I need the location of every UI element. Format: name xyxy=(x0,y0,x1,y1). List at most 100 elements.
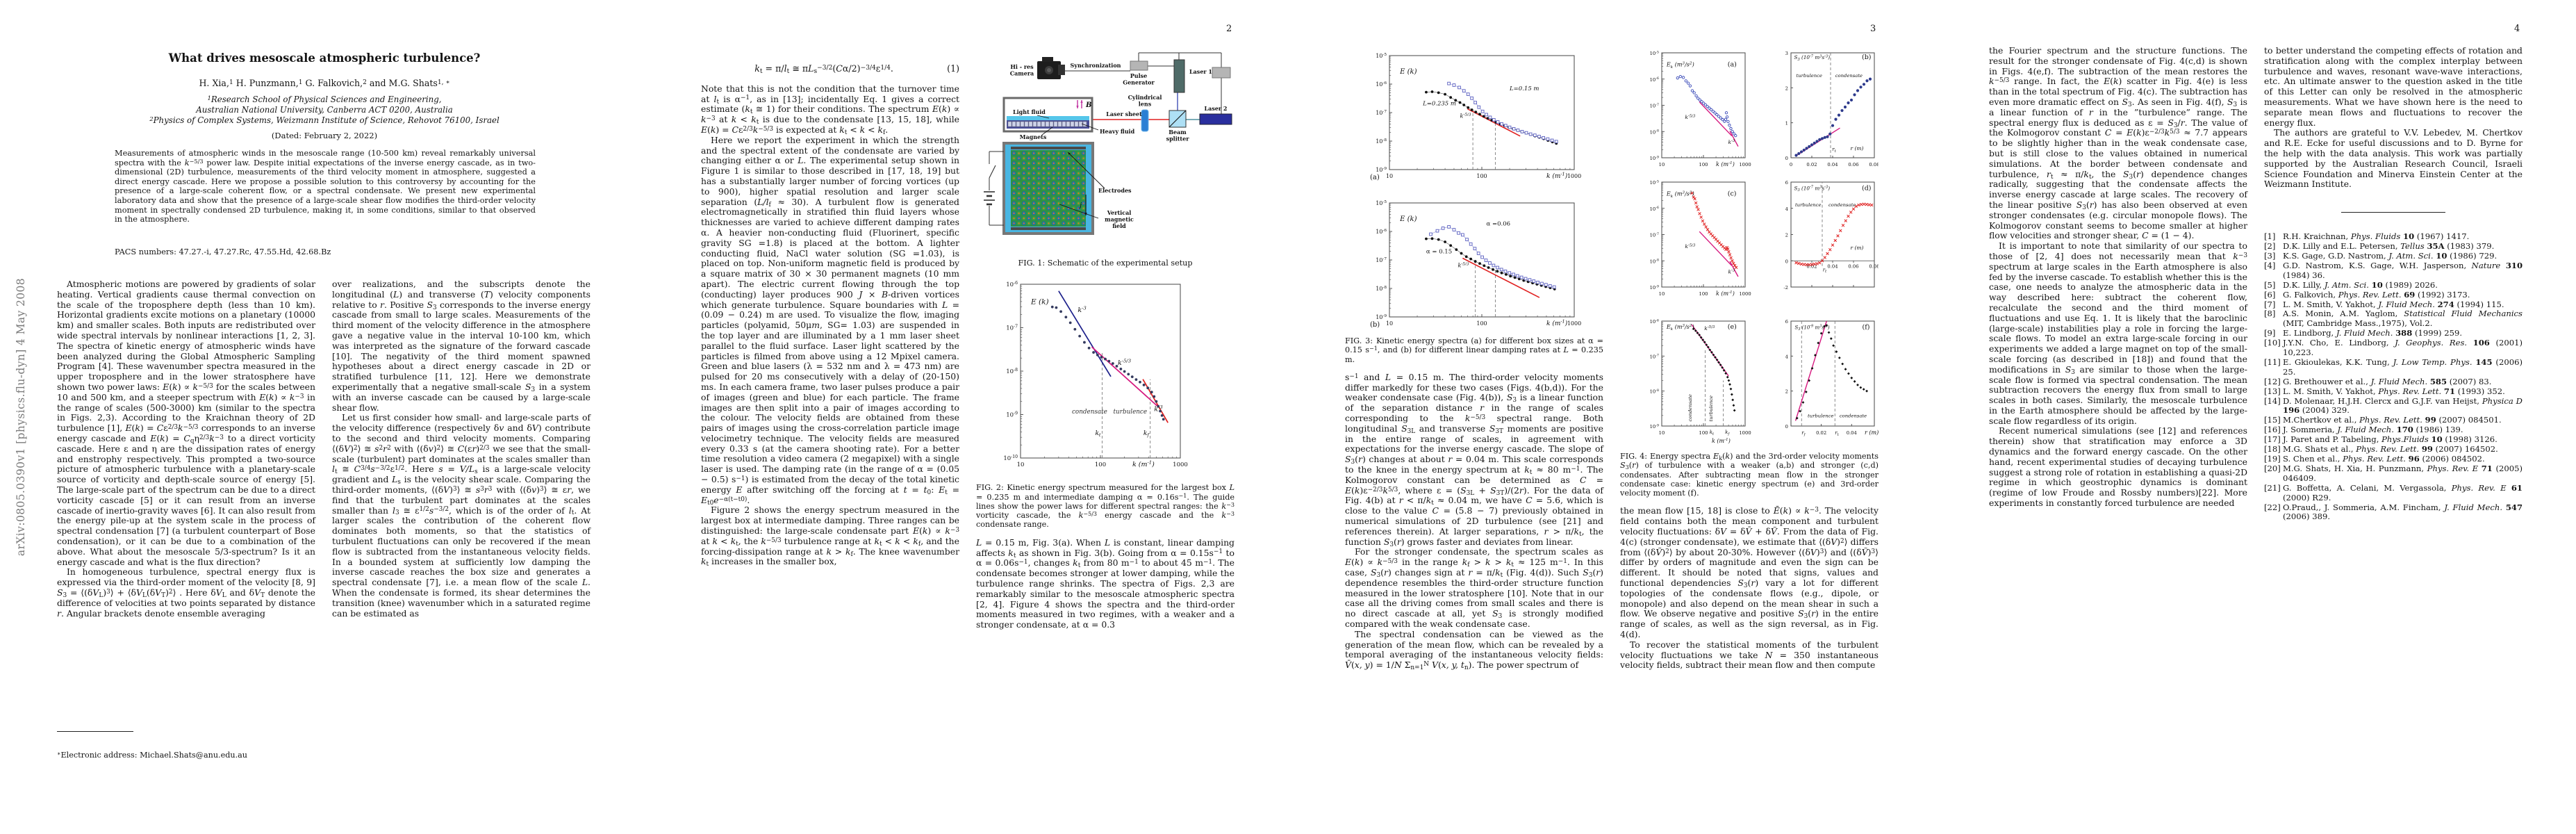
svg-text:10-6: 10-6 xyxy=(1650,76,1659,83)
svg-text:L=0.235 m: L=0.235 m xyxy=(1422,101,1456,108)
figure-2-chart: 10 100 1000 10-6 10-7 10-8 10-9 10-10 E (k) k-3 k-… xyxy=(1003,281,1187,468)
reference-number: [20] xyxy=(2264,463,2281,473)
reference-text: G. Brethouwer et al., J. Fluid Mech. 585… xyxy=(2283,376,2492,386)
svg-text:1000: 1000 xyxy=(1739,162,1751,167)
reference-item: [3] K.S. Gage, G.D. Nastrom, J. Atm. Sci.… xyxy=(2264,251,2523,261)
svg-text:(a): (a) xyxy=(1370,174,1380,181)
reference-number: [19] xyxy=(2264,454,2281,464)
reference-number: [11] xyxy=(2264,357,2281,367)
reference-list: [1] R.H. Kraichnan, Phys. Fluids 10 (1967… xyxy=(2264,231,2523,522)
svg-text:10-5: 10-5 xyxy=(1650,179,1659,186)
svg-text:k-5/3: k-5/3 xyxy=(1460,113,1471,120)
svg-text:turbulence: turbulence xyxy=(1808,413,1834,418)
paragraph: To recover the statistical moments of th… xyxy=(1620,639,1879,671)
svg-text:(b): (b) xyxy=(1370,321,1380,329)
reference-text: E. Lindborg, J. Fluid Mech. 388 (1999) 2… xyxy=(2283,328,2463,338)
svg-text:10-8: 10-8 xyxy=(1376,286,1387,292)
reference-number: [13] xyxy=(2264,386,2281,396)
svg-text:2: 2 xyxy=(1785,389,1788,395)
reference-text: G. Falkovich, Phys. Rev. Lett. 69 (1992)… xyxy=(2283,289,2470,300)
reference-number: [4] xyxy=(2264,260,2276,270)
svg-text:k (m-1): k (m-1) xyxy=(1712,438,1731,444)
svg-text:10-7: 10-7 xyxy=(1376,257,1387,263)
svg-text:0: 0 xyxy=(1790,162,1792,167)
svg-text:10-9: 10-9 xyxy=(1376,167,1387,173)
svg-text:k-5/3: k-5/3 xyxy=(1118,359,1132,368)
svg-text:10-9: 10-9 xyxy=(1650,155,1659,161)
reference-item: [16] J. Sommeria, J. Fluid Mech. 170 (198… xyxy=(2264,425,2523,435)
page1-right-column: over realizations, and the subscripts de… xyxy=(332,279,591,619)
page3-right-column: 10 100 1000 10-5 10-6 10-7 10-8 10-9 Ek (m3/s2)(… xyxy=(1620,43,1879,671)
reference-text: J. Sommeria, J. Fluid Mech. 170 (1986) 1… xyxy=(2283,425,2463,435)
svg-text:1000: 1000 xyxy=(1739,291,1751,297)
reference-number: [5] xyxy=(2264,279,2276,290)
reference-text: L. M. Smith, V. Yakhot, Phys. Rev. Lett.… xyxy=(2283,386,2505,396)
reference-item: [1] R.H. Kraichnan, Phys. Fluids 10 (1967… xyxy=(2264,231,2523,242)
svg-text:α = 0.15: α = 0.15 xyxy=(1426,249,1452,256)
reference-number: [2] xyxy=(2264,241,2276,252)
svg-text:10-6: 10-6 xyxy=(1376,229,1387,235)
svg-text:100: 100 xyxy=(1476,320,1487,327)
reference-text: R.H. Kraichnan, Phys. Fluids 10 (1967) 1… xyxy=(2283,231,2470,242)
svg-text:S3 (10-9 m3s-3): S3 (10-9 m3s-3) xyxy=(1794,325,1829,332)
footnote-rule xyxy=(57,731,133,732)
svg-text:10-7: 10-7 xyxy=(1650,354,1659,360)
svg-text:Ek (m3/s2): Ek (m3/s2) xyxy=(1666,62,1694,70)
svg-text:α =0.06: α =0.06 xyxy=(1487,221,1511,228)
svg-text:k (m-1): k (m-1) xyxy=(1716,161,1735,167)
svg-text:S3 (10-7 m3s-3): S3 (10-7 m3s-3) xyxy=(1794,185,1831,193)
svg-text:Laser 2: Laser 2 xyxy=(1205,105,1228,112)
reference-item: [17] J. Paret and P. Tabeling, Phys.Fluid… xyxy=(2264,434,2523,445)
page-number-2: 2 xyxy=(1226,24,1232,34)
reference-text: M.G. Shats, H. Xia, H. Punzmann, Phys. R… xyxy=(2283,463,2523,483)
svg-text:rt: rt xyxy=(1835,430,1839,437)
svg-text:turbulence: turbulence xyxy=(1114,409,1148,416)
reference-item: [6] G. Falkovich, Phys. Rev. Lett. 69 (19… xyxy=(2264,289,2523,300)
svg-text:Laser sheet: Laser sheet xyxy=(1106,111,1142,117)
svg-text:k-3: k-3 xyxy=(1078,306,1087,315)
svg-text:10-7: 10-7 xyxy=(1650,103,1659,109)
svg-text:S3 (10-7 m3s-3): S3 (10-7 m3s-3) xyxy=(1794,54,1831,62)
svg-text:10-5: 10-5 xyxy=(1376,53,1387,59)
svg-text:Light fluid: Light fluid xyxy=(1013,108,1046,115)
figure-3-chart: 10 100 1000 10-5 10-6 10-7 10-8 10-9 E (k) L=0.15… xyxy=(1370,53,1581,329)
svg-text:2: 2 xyxy=(1785,85,1788,91)
reference-number: [9] xyxy=(2264,328,2276,338)
page-4: 4 the Fourier spectrum and the structure… xyxy=(1932,0,2576,834)
figure-1-caption: FIG. 1: Schematic of the experimental se… xyxy=(1018,259,1193,268)
svg-text:Ek (m3/s2): Ek (m3/s2) xyxy=(1666,191,1694,199)
page3-left-paragraphs: s−1 and L = 0.15 m. The third-order velo… xyxy=(1345,372,1603,671)
svg-text:Electrodes: Electrodes xyxy=(1098,187,1132,194)
svg-text:0.04: 0.04 xyxy=(1847,430,1857,436)
svg-text:100: 100 xyxy=(1699,162,1708,167)
svg-text:100: 100 xyxy=(1476,173,1487,179)
page-number-4: 4 xyxy=(2514,24,2520,34)
svg-text:(e): (e) xyxy=(1728,323,1737,331)
svg-text:field: field xyxy=(1112,222,1126,229)
svg-text:100: 100 xyxy=(1699,291,1708,297)
svg-text:100: 100 xyxy=(1699,430,1708,436)
svg-text:2: 2 xyxy=(1785,233,1788,238)
svg-text:0.08: 0.08 xyxy=(1869,162,1879,167)
svg-text:lens: lens xyxy=(1139,101,1152,108)
page2-left-paragraphs: Note that this is not the condition that… xyxy=(701,83,960,568)
equation-1: kt = π/lt ≅ πLs−3/2(Cα/2)−3/4ε1/4. (1) xyxy=(701,63,959,74)
reference-text: D. Molenaar, H.J.H. Clercx and G.J.F. va… xyxy=(2283,395,2523,416)
svg-text:4: 4 xyxy=(1785,206,1788,212)
references-rule xyxy=(2341,212,2445,213)
reference-number: [6] xyxy=(2264,289,2276,300)
page-3: 3 10 100 1000 10-5 10-6 10-7 10-8 10-9 E (k) L=0.… xyxy=(1288,0,1932,834)
svg-text:4: 4 xyxy=(1785,354,1788,359)
svg-text:E (k): E (k) xyxy=(1399,215,1417,223)
paragraph: L = 0.15 m, Fig. 3(a). When L is constan… xyxy=(976,537,1235,630)
footnote-email: ∗Electronic address: Michael.Shats@anu.e… xyxy=(57,751,248,760)
svg-text:k-5/3: k-5/3 xyxy=(1685,114,1696,120)
paragraph: Note that this is not the condition that… xyxy=(701,83,960,136)
paragraph: Recent numerical simulations (see [12] a… xyxy=(1989,425,2247,509)
svg-text:Beam: Beam xyxy=(1169,129,1187,136)
svg-text:Pulse: Pulse xyxy=(1130,72,1147,79)
svg-text:Generator: Generator xyxy=(1123,79,1155,86)
svg-text:(a): (a) xyxy=(1728,61,1737,69)
